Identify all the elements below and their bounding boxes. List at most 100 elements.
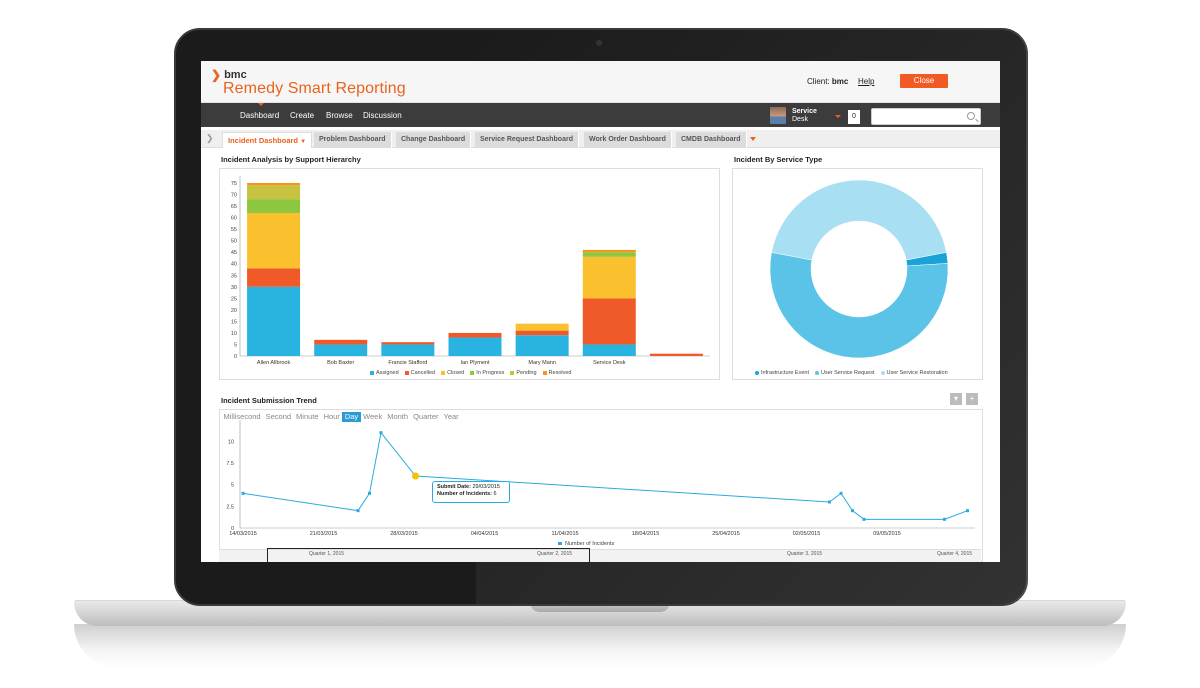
tab-problem-dashboard[interactable]: Problem Dashboard	[314, 132, 392, 148]
x-tick-label: 09/05/2015	[873, 531, 901, 537]
granularity-selector: Millisecond Second Minute Hour Day Week Month Q…	[221, 412, 461, 422]
legend-item[interactable]: Resolved	[542, 370, 571, 376]
collapse-chevron-down-icon[interactable]: ▾	[950, 393, 962, 405]
legend-item[interactable]: User Service Restoration	[880, 370, 948, 376]
legend-item[interactable]: Cancelled	[404, 370, 435, 376]
nav-create[interactable]: Create	[290, 111, 315, 120]
x-tick-label: 28/03/2015	[390, 531, 418, 537]
x-tick-label: Service Desk	[593, 360, 626, 366]
main-nav: Dashboard Create Browse Discussion	[201, 103, 1000, 127]
tab-work-order-dashboard[interactable]: Work Order Dashboard	[584, 132, 672, 148]
user-menu[interactable]: Service Desk	[792, 108, 817, 124]
bar-segment	[582, 256, 636, 299]
y-tick-label: 5	[231, 483, 234, 489]
legend-item[interactable]: Assigned	[370, 370, 399, 376]
bar-segment	[515, 330, 569, 336]
y-tick-label: 15	[231, 319, 237, 325]
tab-service-request-dashboard[interactable]: Service Request Dashboard	[475, 132, 579, 148]
quarter-label: Quarter 1, 2015	[309, 551, 345, 557]
granularity-option[interactable]: Minute	[296, 412, 319, 421]
range-selector-window[interactable]	[267, 548, 590, 562]
data-point	[368, 491, 371, 495]
granularity-option[interactable]: Year	[443, 412, 459, 421]
legend-swatch	[470, 371, 475, 375]
tab-dropdown-icon[interactable]: ▼	[300, 139, 307, 145]
search-input[interactable]	[871, 108, 981, 125]
series-line	[242, 431, 968, 520]
chevron-right-icon[interactable]: ❯	[206, 133, 214, 143]
user-menu-chevron-down-icon[interactable]	[835, 115, 841, 118]
legend-label: Infrastructure Event	[761, 370, 809, 376]
granularity-option[interactable]: Second	[265, 412, 292, 421]
bar-segment	[247, 183, 301, 186]
bar-segment	[314, 339, 368, 345]
product-name: Remedy Smart Reporting	[223, 80, 406, 97]
search-icon[interactable]	[967, 112, 975, 120]
bmc-logo: ❯ bmc	[211, 68, 247, 82]
legend-item[interactable]: User Service Request	[815, 370, 875, 376]
bar-segment	[247, 286, 301, 356]
tab-change-dashboard[interactable]: Change Dashboard	[396, 132, 472, 148]
legend-item[interactable]: Infrastructure Event	[755, 370, 809, 376]
legend-label: Assigned	[376, 370, 399, 376]
data-point	[839, 491, 843, 495]
notification-count[interactable]: 0	[848, 110, 860, 124]
data-point	[966, 509, 969, 513]
close-button[interactable]: Close	[900, 74, 948, 88]
quarter-label: Quarter 2, 2015	[537, 551, 573, 557]
dashboard-tabs: ❯ Incident Dashboard ▼ Problem Dashboard…	[201, 130, 1000, 148]
bar-segment	[314, 344, 368, 356]
granularity-option[interactable]: Day	[342, 412, 361, 422]
data-point	[379, 431, 383, 435]
add-icon[interactable]: +	[966, 393, 978, 405]
tooltip-count-value: 6	[493, 491, 497, 497]
bar-segment	[582, 252, 636, 257]
granularity-option[interactable]: Hour	[323, 412, 340, 421]
tab-incident-dashboard[interactable]: Incident Dashboard ▼	[222, 132, 313, 148]
y-tick-label: 70	[231, 193, 237, 199]
legend-item[interactable]: Closed	[441, 370, 464, 376]
service-type-chart-panel: Infrastructure Event User Service Request…	[732, 168, 983, 380]
legend-item[interactable]: Pending	[510, 370, 537, 376]
help-link[interactable]: Help	[858, 77, 875, 86]
laptop-shadow	[74, 624, 1126, 668]
legend-marker	[558, 542, 562, 545]
y-tick-label: 0	[231, 526, 234, 532]
x-tick-label: 14/03/2015	[229, 531, 257, 537]
service-type-panel-title: Incident By Service Type	[734, 155, 823, 164]
legend-swatch	[370, 371, 374, 375]
granularity-option[interactable]: Week	[363, 412, 383, 421]
x-tick-label: 04/04/2015	[471, 531, 499, 537]
more-tabs-chevron-down-icon[interactable]	[750, 137, 756, 141]
legend-label: Closed	[447, 370, 465, 376]
granularity-option[interactable]: Millisecond	[223, 412, 261, 421]
legend-item[interactable]: In Progress	[470, 370, 504, 376]
nav-browse[interactable]: Browse	[326, 111, 353, 120]
bar-segment	[448, 337, 502, 356]
client-value: bmc	[831, 77, 849, 86]
y-tick-label: 10	[228, 439, 234, 445]
nav-dashboard[interactable]: Dashboard	[240, 111, 280, 120]
granularity-option[interactable]: Month	[387, 412, 409, 421]
bmc-wordmark: bmc	[224, 69, 247, 81]
data-point	[356, 509, 360, 513]
granularity-option[interactable]: Quarter	[413, 412, 439, 421]
bmc-chevron-icon: ❯	[211, 68, 222, 82]
analysis-panel-title: Incident Analysis by Support Hierarchy	[221, 155, 361, 164]
nav-discussion[interactable]: Discussion	[363, 111, 402, 120]
stacked-bar-chart: 0 5 10 15 20 25 30 35 40 45 50 55 60 65 70 75 Allen Allb…	[231, 176, 710, 366]
y-tick-label: 7.5	[226, 461, 234, 467]
legend-label: Pending	[516, 370, 537, 376]
legend-swatch	[815, 371, 819, 375]
quarter-navigator[interactable]: Quarter 1, 2015 Quarter 2, 2015 Quarter …	[219, 549, 981, 562]
laptop-camera	[596, 40, 602, 46]
x-tick-label: Ian Plyment	[460, 360, 490, 366]
tab-cmdb-dashboard[interactable]: CMDB Dashboard	[676, 132, 747, 148]
bar-segment	[247, 199, 301, 213]
x-tick-label: Bob Baxter	[327, 360, 354, 366]
client-label: Client:	[807, 77, 830, 86]
legend-label: User Service Request	[821, 370, 875, 376]
avatar[interactable]	[770, 107, 786, 124]
bar-chart-legend: Assigned Cancelled Closed In Progress Pendin…	[370, 370, 571, 376]
tooltip-date-label: Submit Date:	[437, 484, 471, 490]
